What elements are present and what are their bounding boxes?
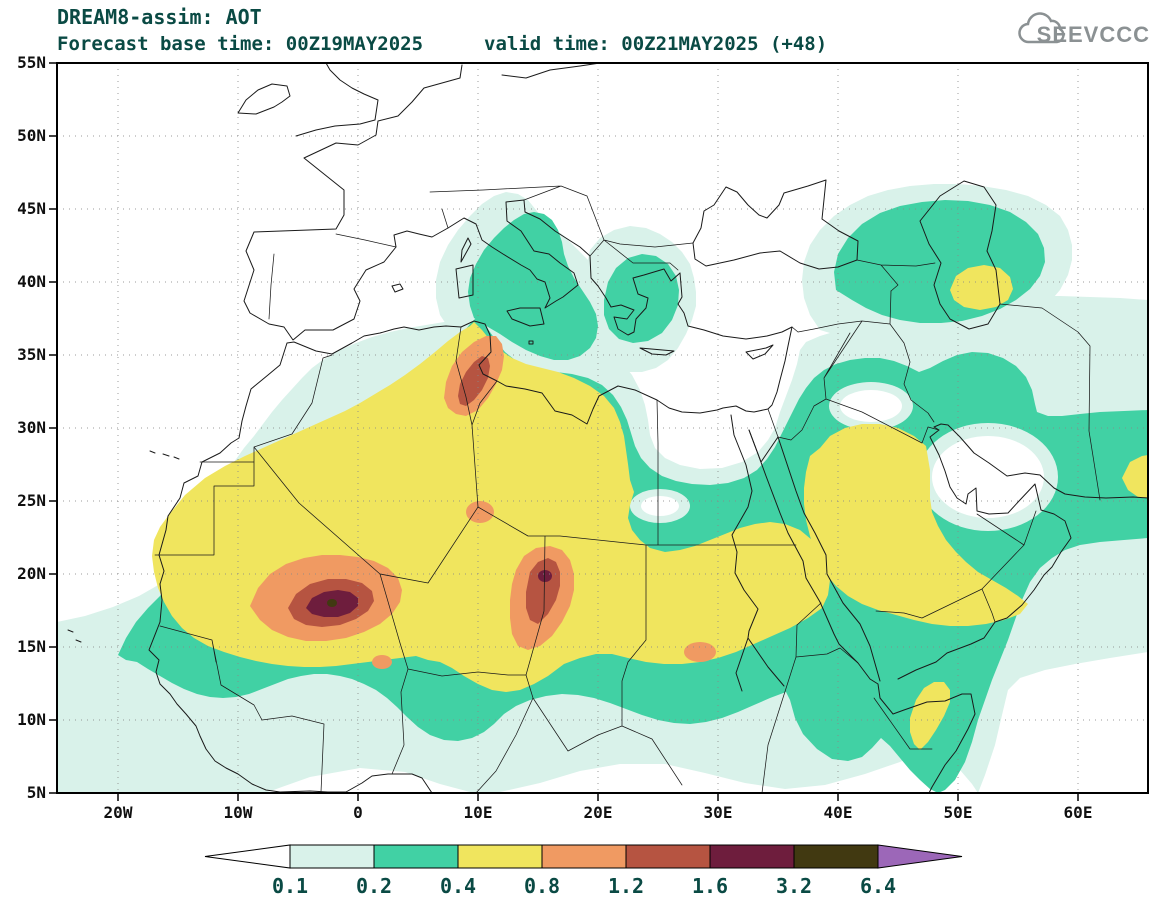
colorbar-cell-4 — [625, 844, 711, 869]
colorbar: 0.1 0.2 0.4 0.8 1.2 1.6 3.2 6.4 — [204, 844, 963, 898]
colorbar-tick-label: 1.2 — [608, 874, 644, 898]
coastline-red-sea-somalia — [748, 429, 976, 794]
contour-region-0p4-east-edge — [1122, 455, 1148, 498]
y-tick-label: 5N — [27, 783, 46, 802]
colorbar-cell-3 — [541, 844, 627, 869]
y-tick-label: 50N — [17, 126, 46, 145]
borders-sahel — [159, 573, 683, 794]
contour-region-0p4-somalia — [910, 682, 950, 750]
contour-hole-iraq — [840, 390, 902, 422]
borders-europe — [268, 185, 694, 320]
contour-fills — [57, 184, 1148, 793]
river-nile — [730, 414, 785, 692]
logo-text: SEEVCCC — [1037, 22, 1150, 47]
plot-title: DREAM8-assim: AOT — [57, 5, 262, 29]
y-tick-label: 35N — [17, 345, 46, 364]
colorbar-cell-2 — [457, 844, 543, 869]
borders-middle-east — [767, 290, 940, 444]
borders-arabia — [875, 510, 1037, 623]
coastline-islands — [67, 62, 774, 643]
y-tick-label: 45N — [17, 199, 46, 218]
x-tick-label: 30E — [704, 803, 733, 822]
contour-region-0p4-caspian — [950, 265, 1013, 310]
x-tick-label: 50E — [944, 803, 973, 822]
colorbar-cell-5 — [709, 844, 795, 869]
colorbar-tick-label: 0.4 — [440, 874, 476, 898]
x-tick-label: 60E — [1064, 803, 1093, 822]
contour-region-0p4-arabia — [804, 424, 1028, 626]
contour-region-0p2-italy — [468, 212, 598, 360]
y-tick-label: 20N — [17, 564, 46, 583]
contour-region-0p8-sudan — [684, 642, 716, 662]
borders-libya-egypt-sudan — [477, 399, 797, 727]
borders-horn-of-africa — [761, 602, 933, 794]
contour-hole-sw-egypt — [641, 496, 679, 516]
contour-region-0p8-s-algeria — [466, 501, 494, 523]
y-tick-label: 30N — [17, 418, 46, 437]
valid-time-label: valid time: 00Z21MAY2025 (+48) — [484, 33, 827, 55]
colorbar-cell-6 — [793, 844, 879, 869]
coastline-anatolia-africa — [148, 272, 793, 794]
contour-region-1p2-tunisia — [458, 356, 490, 406]
y-tick-label: 25N — [17, 491, 46, 510]
contour-region-0p2-aegean — [604, 254, 679, 343]
y-tick-label: 15N — [17, 637, 46, 656]
x-tick-label: 10W — [224, 803, 253, 822]
coastline-black-sea — [692, 179, 859, 270]
y-tick-label: 55N — [17, 53, 46, 72]
contour-region-0p8-burkina — [372, 655, 392, 669]
x-tick-label: 40E — [824, 803, 853, 822]
colorbar-tick-label: 6.4 — [860, 874, 896, 898]
coastlines — [67, 62, 1149, 794]
plot-header: DREAM8-assim: AOT Forecast base time: 00… — [57, 5, 827, 55]
x-axis-ticks — [117, 793, 1079, 801]
contour-region-1p6-chad — [538, 570, 552, 582]
forecast-base-time-label: Forecast base time: 00Z19MAY2025 — [57, 33, 423, 55]
colorbar-arrow-right — [877, 844, 963, 869]
x-tick-label: 10E — [464, 803, 493, 822]
contour-region-3p2-mali — [327, 599, 337, 607]
x-tick-label: 0 — [353, 803, 363, 822]
colorbar-tick-label: 1.6 — [692, 874, 728, 898]
colorbar-cell-1 — [373, 844, 459, 869]
axis-labels: 55N 50N 45N 40N 35N 30N 25N 20N 15N 10N … — [17, 53, 1092, 822]
y-tick-label: 10N — [17, 710, 46, 729]
y-axis-ticks — [49, 62, 57, 794]
colorbar-tick-label: 0.8 — [524, 874, 560, 898]
x-tick-label: 20E — [584, 803, 613, 822]
colorbar-tick-label: 0.2 — [356, 874, 392, 898]
cloud-icon — [1018, 12, 1065, 44]
country-borders — [154, 185, 1101, 794]
contour-hole-gulf — [932, 436, 1044, 518]
colorbar-cell-0 — [289, 844, 375, 869]
colorbar-arrow-left — [204, 844, 291, 869]
x-tick-label: 20W — [104, 803, 133, 822]
map-frame — [49, 62, 1149, 801]
seevccc-logo: SEEVCCC — [1018, 12, 1150, 47]
coastline-europe-west-med — [243, 64, 681, 341]
borders-caucasus-iran — [856, 259, 1101, 501]
borders-northwest-africa — [154, 326, 498, 584]
y-tick-label: 40N — [17, 272, 46, 291]
colorbar-tick-label: 3.2 — [776, 874, 812, 898]
colorbar-tick-label: 0.1 — [272, 874, 308, 898]
